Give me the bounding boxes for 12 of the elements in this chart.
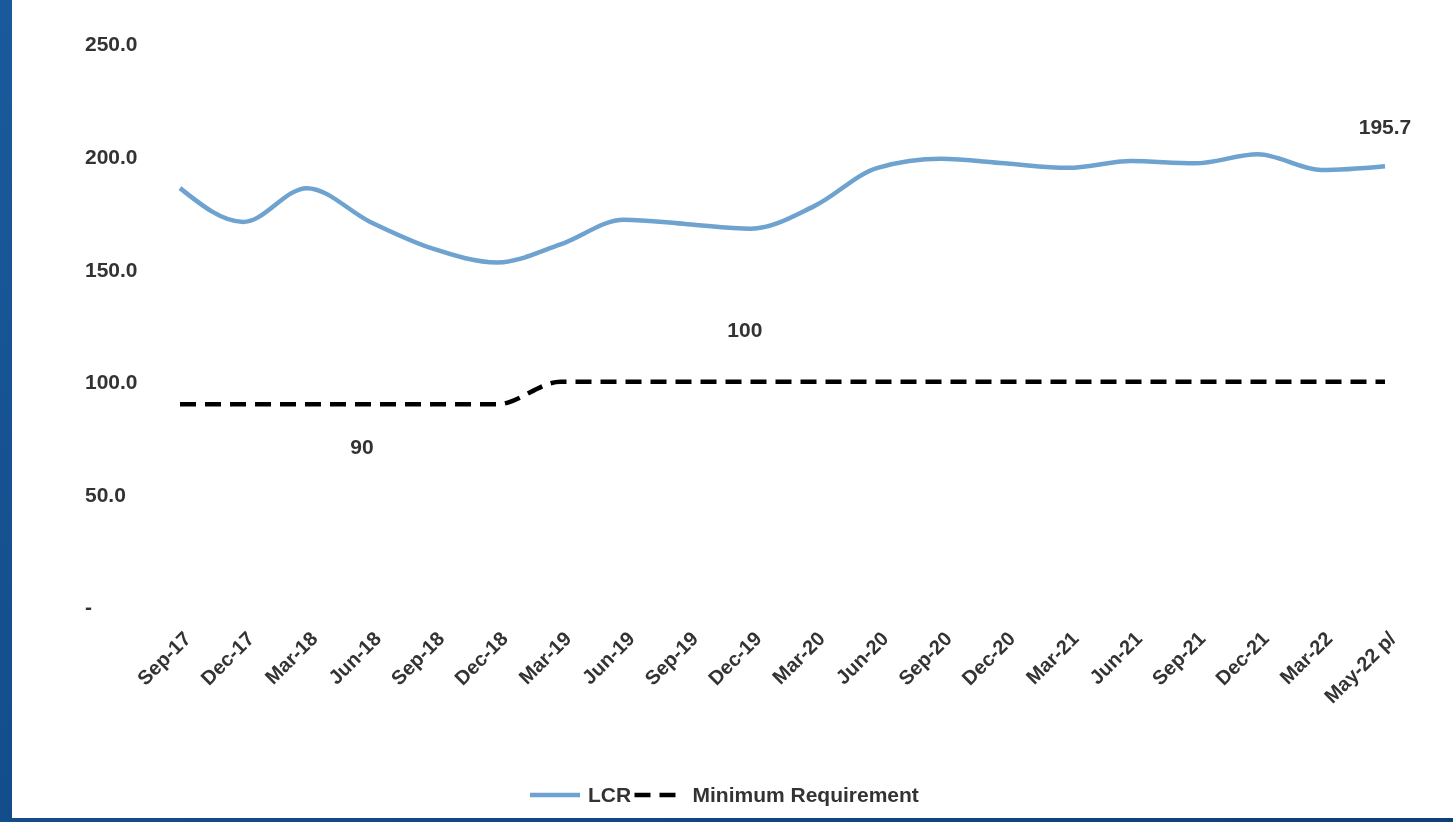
y-tick-label: 150.0 — [85, 257, 138, 281]
y-tick-label: 250.0 — [85, 32, 138, 56]
y-tick-label: 50.0 — [85, 482, 126, 506]
legend-label: Minimum Requirement — [692, 783, 919, 807]
line-series — [177, 152, 1388, 265]
data-label: 195.7 — [1358, 115, 1412, 139]
y-tick-label: 100.0 — [85, 370, 138, 394]
annotation: 90 — [350, 435, 374, 459]
y-tick-label: 200.0 — [85, 144, 138, 168]
legend-label: LCR — [588, 783, 632, 807]
annotation: 100 — [727, 317, 763, 341]
y-tick-label: - — [85, 595, 92, 619]
